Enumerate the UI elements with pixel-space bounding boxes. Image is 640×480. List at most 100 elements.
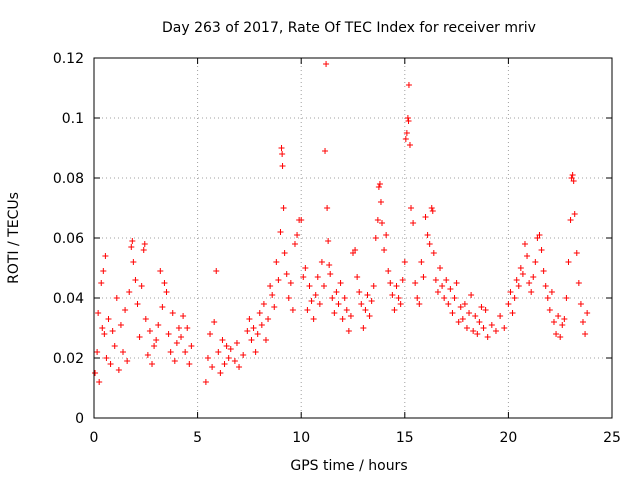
data-point xyxy=(434,289,441,295)
data-point xyxy=(271,304,278,310)
data-point xyxy=(391,307,398,313)
data-point xyxy=(463,325,470,331)
data-point xyxy=(188,343,195,349)
data-point xyxy=(175,325,182,331)
data-point xyxy=(484,334,491,340)
data-point xyxy=(478,304,485,310)
data-point xyxy=(457,304,464,310)
data-point xyxy=(432,277,439,283)
data-point xyxy=(575,280,582,286)
data-point xyxy=(204,355,211,361)
data-point xyxy=(280,205,287,211)
data-point xyxy=(542,283,549,289)
data-point xyxy=(130,259,137,265)
data-point xyxy=(437,265,444,271)
data-point xyxy=(165,331,172,337)
data-point xyxy=(161,280,168,286)
data-point xyxy=(364,292,371,298)
data-point xyxy=(370,283,377,289)
data-point xyxy=(163,289,170,295)
data-point xyxy=(298,217,305,223)
data-point xyxy=(422,214,429,220)
data-point xyxy=(381,247,388,253)
data-point xyxy=(215,349,222,355)
data-point xyxy=(99,325,106,331)
data-point xyxy=(186,361,193,367)
data-point xyxy=(184,325,191,331)
data-point xyxy=(126,289,133,295)
data-point xyxy=(404,115,411,121)
data-points xyxy=(92,61,591,385)
data-point xyxy=(397,301,404,307)
data-point xyxy=(550,319,557,325)
data-point xyxy=(258,322,265,328)
data-point xyxy=(474,331,481,337)
data-point xyxy=(96,379,103,385)
data-point xyxy=(376,181,383,187)
data-point xyxy=(538,247,545,253)
data-point xyxy=(445,301,452,307)
data-point xyxy=(102,253,109,259)
data-point xyxy=(331,310,338,316)
data-point xyxy=(294,232,301,238)
data-point xyxy=(426,241,433,247)
data-point xyxy=(368,298,375,304)
data-point xyxy=(389,292,396,298)
data-point xyxy=(414,295,421,301)
x-tick-label: 10 xyxy=(292,430,310,446)
y-tick-label: 0.08 xyxy=(53,171,84,187)
data-point xyxy=(281,250,288,256)
data-point xyxy=(416,301,423,307)
data-point xyxy=(571,211,578,217)
data-point xyxy=(356,289,363,295)
data-point xyxy=(132,277,139,283)
data-point xyxy=(134,301,141,307)
data-point xyxy=(385,268,392,274)
y-axis-label: ROTI / TECUs xyxy=(6,192,22,284)
data-point xyxy=(393,283,400,289)
data-point xyxy=(306,283,313,289)
data-point xyxy=(488,322,495,328)
data-point xyxy=(412,280,419,286)
data-point xyxy=(236,364,243,370)
data-point xyxy=(430,250,437,256)
data-point xyxy=(279,163,286,169)
data-point xyxy=(310,316,317,322)
data-point xyxy=(316,301,323,307)
data-point xyxy=(406,142,413,148)
data-point xyxy=(517,265,524,271)
data-point xyxy=(265,316,272,322)
data-point xyxy=(449,310,456,316)
data-point xyxy=(352,247,359,253)
data-point xyxy=(405,82,412,88)
data-point xyxy=(244,328,251,334)
data-point xyxy=(480,325,487,331)
data-point xyxy=(109,328,116,334)
data-point xyxy=(92,370,99,376)
y-tick-label: 0.1 xyxy=(62,111,84,127)
data-point xyxy=(318,259,325,265)
data-point xyxy=(256,310,263,316)
data-point xyxy=(455,319,462,325)
data-point xyxy=(278,145,285,151)
data-point xyxy=(285,295,292,301)
x-tick-label: 25 xyxy=(603,430,621,446)
y-tick-label: 0 xyxy=(75,411,84,427)
data-point xyxy=(395,295,402,301)
y-tick-label: 0.04 xyxy=(53,291,84,307)
data-point xyxy=(103,355,110,361)
data-point xyxy=(509,310,516,316)
data-point xyxy=(279,151,286,157)
data-point xyxy=(424,232,431,238)
data-point xyxy=(129,238,136,244)
data-point xyxy=(124,358,131,364)
data-point xyxy=(221,361,228,367)
data-point xyxy=(128,244,135,250)
data-point xyxy=(513,277,520,283)
data-point xyxy=(472,313,479,319)
data-point xyxy=(117,322,124,328)
data-point xyxy=(202,379,209,385)
data-point xyxy=(325,238,332,244)
data-point xyxy=(565,259,572,265)
